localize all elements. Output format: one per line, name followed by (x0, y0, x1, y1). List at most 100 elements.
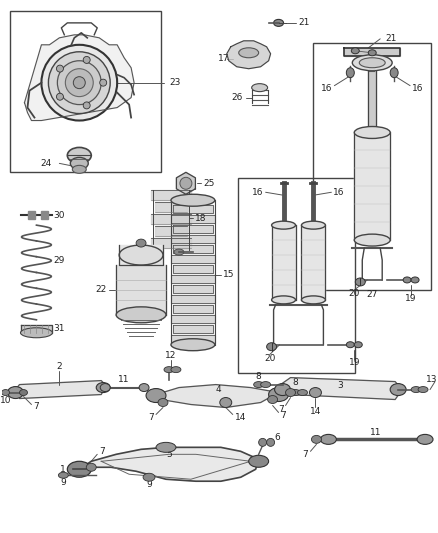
Polygon shape (151, 214, 191, 224)
Polygon shape (119, 245, 163, 265)
Text: 22: 22 (95, 285, 106, 294)
Polygon shape (21, 325, 53, 333)
Ellipse shape (2, 390, 10, 395)
Polygon shape (354, 133, 390, 240)
Ellipse shape (418, 386, 428, 392)
Polygon shape (42, 211, 49, 219)
Ellipse shape (136, 239, 146, 247)
Text: 23: 23 (169, 78, 180, 87)
Ellipse shape (171, 367, 181, 373)
Ellipse shape (352, 55, 392, 71)
Text: 16: 16 (333, 188, 345, 197)
Polygon shape (155, 226, 187, 236)
Text: 16: 16 (252, 188, 264, 197)
Ellipse shape (259, 438, 267, 446)
Polygon shape (173, 325, 213, 333)
Ellipse shape (321, 434, 336, 445)
Text: 5: 5 (166, 450, 172, 459)
Ellipse shape (72, 165, 86, 173)
Ellipse shape (49, 52, 110, 114)
Ellipse shape (65, 69, 93, 96)
Text: 29: 29 (53, 255, 65, 264)
Text: 25: 25 (204, 179, 215, 188)
Ellipse shape (290, 390, 300, 395)
Ellipse shape (359, 58, 385, 68)
Ellipse shape (272, 296, 296, 304)
Bar (238, 179, 355, 373)
Ellipse shape (261, 382, 271, 387)
Ellipse shape (174, 249, 184, 255)
Ellipse shape (73, 77, 85, 88)
Text: 1: 1 (60, 465, 65, 474)
Text: 8: 8 (256, 372, 261, 381)
Ellipse shape (100, 384, 110, 392)
Ellipse shape (354, 126, 390, 139)
Polygon shape (116, 265, 166, 315)
Ellipse shape (403, 277, 411, 283)
Ellipse shape (297, 390, 307, 395)
Ellipse shape (310, 387, 321, 398)
Text: 19: 19 (349, 358, 360, 367)
Ellipse shape (274, 19, 283, 26)
Polygon shape (173, 305, 213, 313)
Polygon shape (173, 205, 213, 213)
Ellipse shape (411, 386, 421, 392)
Ellipse shape (301, 296, 325, 304)
Polygon shape (156, 385, 279, 408)
Text: 16: 16 (412, 84, 424, 93)
Ellipse shape (267, 438, 275, 446)
Ellipse shape (390, 384, 406, 395)
Ellipse shape (83, 56, 90, 63)
Bar (10, 11, 161, 172)
Text: 9: 9 (146, 480, 152, 489)
Polygon shape (171, 335, 215, 343)
Text: 16: 16 (321, 84, 332, 93)
Ellipse shape (351, 48, 359, 54)
Ellipse shape (20, 390, 28, 395)
Polygon shape (368, 71, 376, 131)
Polygon shape (171, 295, 215, 303)
Ellipse shape (286, 389, 296, 397)
Ellipse shape (171, 194, 215, 206)
Polygon shape (155, 202, 187, 212)
Text: 6: 6 (275, 433, 280, 442)
Text: 7: 7 (33, 402, 39, 411)
Ellipse shape (116, 307, 166, 323)
Ellipse shape (57, 65, 64, 72)
Ellipse shape (119, 245, 163, 265)
Ellipse shape (346, 68, 354, 78)
Text: 14: 14 (310, 407, 321, 416)
Text: 21: 21 (385, 34, 396, 43)
Text: 26: 26 (231, 93, 243, 102)
Polygon shape (272, 225, 296, 300)
Text: 13: 13 (425, 375, 437, 384)
Ellipse shape (83, 102, 90, 109)
Text: 10: 10 (0, 396, 11, 405)
Text: 24: 24 (40, 159, 51, 168)
Ellipse shape (354, 342, 362, 348)
Polygon shape (227, 41, 271, 69)
Polygon shape (171, 255, 215, 263)
Polygon shape (173, 265, 213, 273)
Ellipse shape (71, 157, 88, 169)
Ellipse shape (171, 339, 215, 351)
Text: 3: 3 (337, 381, 343, 390)
Text: 20: 20 (349, 289, 360, 298)
Ellipse shape (249, 455, 268, 467)
Text: 9: 9 (60, 478, 66, 487)
Polygon shape (173, 285, 213, 293)
Text: 7: 7 (281, 411, 286, 420)
Polygon shape (173, 245, 213, 253)
Polygon shape (177, 172, 195, 194)
Ellipse shape (156, 442, 176, 453)
Ellipse shape (272, 221, 296, 229)
Text: 30: 30 (53, 211, 65, 220)
Polygon shape (171, 235, 215, 243)
Polygon shape (301, 225, 325, 300)
Ellipse shape (268, 395, 278, 403)
Text: 14: 14 (235, 413, 246, 422)
Ellipse shape (267, 343, 276, 351)
Text: 7: 7 (278, 405, 283, 414)
Polygon shape (151, 190, 191, 200)
Text: 4: 4 (216, 385, 222, 394)
